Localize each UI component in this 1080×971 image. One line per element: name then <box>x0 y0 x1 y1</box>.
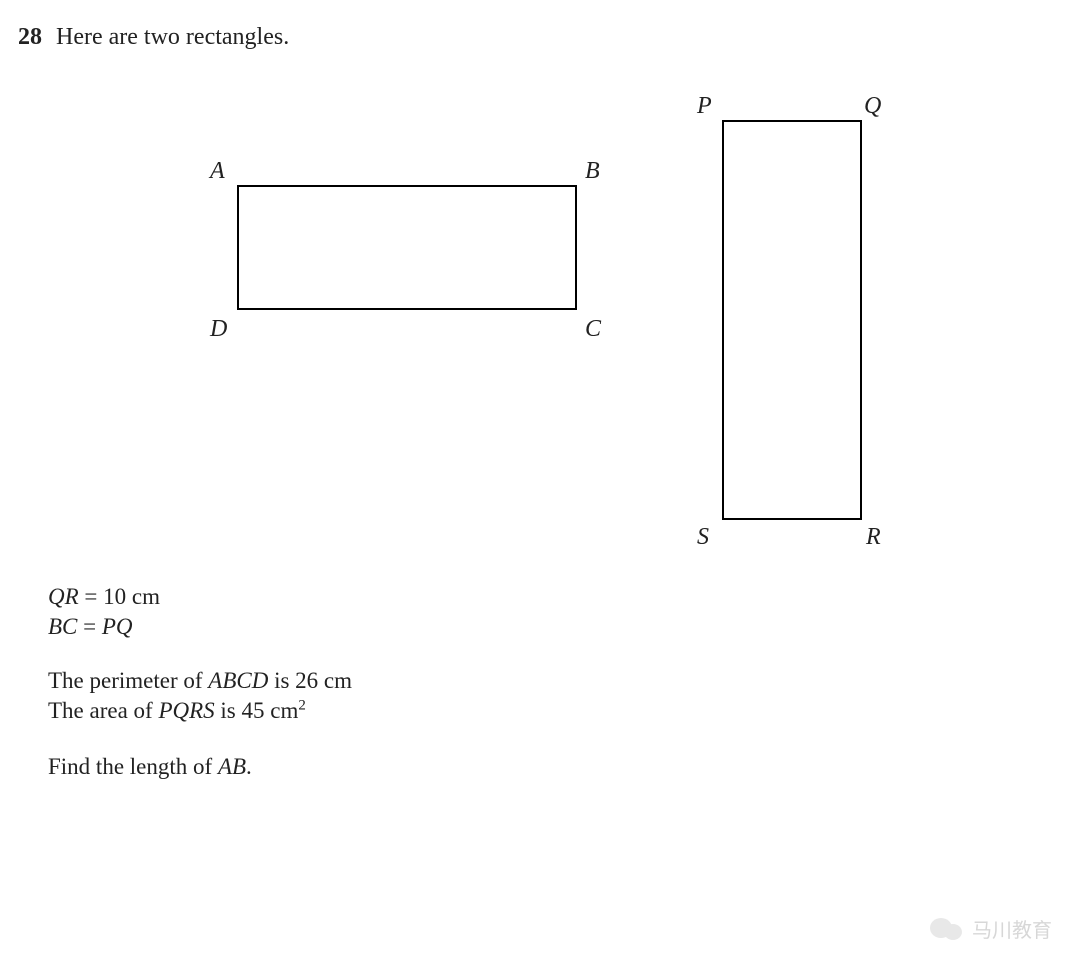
given-line-2: BC = PQ <box>48 612 133 642</box>
given-bc: BC <box>48 614 77 639</box>
vertex-label-b: B <box>585 158 600 185</box>
vertex-label-r: R <box>866 524 881 551</box>
given-line-1: QR = 10 cm <box>48 582 160 612</box>
watermark-text: 马川教育 <box>972 914 1052 943</box>
perimeter-line: The perimeter of ABCD is 26 cm <box>48 666 352 696</box>
vertex-label-c: C <box>585 316 601 343</box>
given-pq: PQ <box>102 614 133 639</box>
perimeter-post: is 26 cm <box>268 668 352 693</box>
vertex-label-q: Q <box>864 93 881 120</box>
given-qr-val: = 10 cm <box>79 584 160 609</box>
vertex-label-a: A <box>210 158 225 185</box>
task-seg: AB <box>218 754 246 779</box>
given-eq: = <box>77 614 101 639</box>
area-name: PQRS <box>158 698 214 723</box>
perimeter-name: ABCD <box>208 668 268 693</box>
vertex-label-s: S <box>697 524 709 551</box>
task-pre: Find the length of <box>48 754 218 779</box>
diagram-area: A B C D P Q R S <box>0 0 1080 560</box>
area-post: is 45 cm <box>215 698 299 723</box>
rectangle-abcd <box>237 185 577 310</box>
given-qr: QR <box>48 584 79 609</box>
wechat-icon <box>930 916 964 942</box>
area-pre: The area of <box>48 698 158 723</box>
area-exponent: 2 <box>298 697 305 713</box>
vertex-label-d: D <box>210 316 227 343</box>
vertex-label-p: P <box>697 93 712 120</box>
watermark: 马川教育 <box>930 914 1052 943</box>
task-post: . <box>246 754 252 779</box>
perimeter-pre: The perimeter of <box>48 668 208 693</box>
task-line: Find the length of AB. <box>48 752 252 782</box>
area-line: The area of PQRS is 45 cm2 <box>48 696 306 726</box>
rectangle-pqrs <box>722 120 862 520</box>
